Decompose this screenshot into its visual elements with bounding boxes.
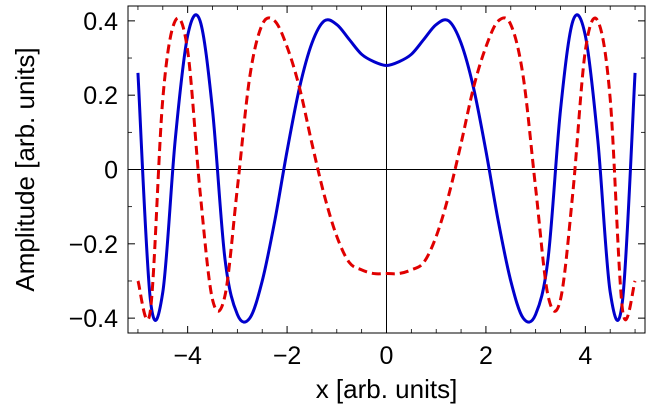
y-tick-label: 0.4 [83, 8, 118, 36]
series-layer [136, 13, 637, 324]
ticks-layer: −4 −2 0 2 4 −0.4 −0.2 0 0.2 0.4 [69, 6, 645, 370]
x-tick-label: 2 [479, 342, 493, 370]
y-tick-label: 0.2 [83, 82, 118, 110]
y-tick-label: −0.4 [69, 305, 118, 333]
y-tick-label: 0 [104, 157, 118, 185]
y-axis-label: Amplitude [arb. units] [10, 47, 40, 291]
x-axis-label: x [arb. units] [316, 374, 458, 404]
series-line-dashed [136, 16, 637, 322]
x-tick-label: 4 [578, 342, 592, 370]
x-tick-label: −4 [173, 342, 202, 370]
series-line-solid [136, 13, 637, 324]
x-tick-label: −2 [273, 342, 302, 370]
x-tick-label: 0 [380, 342, 394, 370]
y-tick-label: −0.2 [69, 231, 118, 259]
